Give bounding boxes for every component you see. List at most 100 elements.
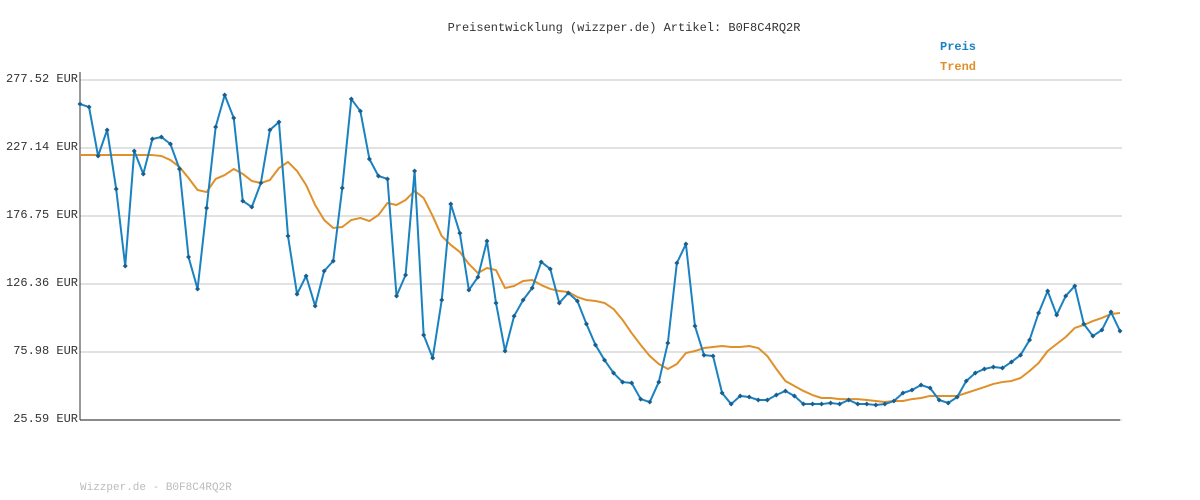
legend-label: Preis xyxy=(940,40,976,54)
point-marker xyxy=(1099,327,1105,333)
point-marker xyxy=(1054,312,1060,318)
point-marker xyxy=(249,204,255,210)
point-marker xyxy=(710,353,716,359)
point-marker xyxy=(656,379,662,385)
point-marker xyxy=(213,124,219,130)
point-marker xyxy=(86,104,92,110)
y-tick-label: 25.59 EUR xyxy=(13,412,78,426)
point-marker xyxy=(800,401,806,407)
point-marker xyxy=(927,385,933,391)
point-marker xyxy=(285,233,291,239)
point-marker xyxy=(140,171,146,177)
point-marker xyxy=(728,401,734,407)
point-marker xyxy=(1090,333,1096,339)
point-marker xyxy=(909,387,915,393)
point-marker xyxy=(195,286,201,292)
point-marker xyxy=(394,293,400,299)
point-marker xyxy=(1063,293,1069,299)
point-marker xyxy=(583,321,589,327)
point-marker xyxy=(167,141,173,147)
point-marker xyxy=(773,392,779,398)
point-marker xyxy=(95,153,101,159)
point-marker xyxy=(538,259,544,265)
point-marker xyxy=(891,398,897,404)
point-marker xyxy=(611,370,617,376)
point-marker xyxy=(602,357,608,363)
point-marker xyxy=(186,254,192,260)
point-marker xyxy=(565,290,571,296)
line-1 xyxy=(80,154,1121,404)
point-marker xyxy=(692,323,698,329)
y-tick-label: 277.52 EUR xyxy=(6,72,78,86)
point-marker xyxy=(556,300,562,306)
point-marker xyxy=(520,297,526,303)
point-marker xyxy=(412,168,418,174)
point-marker xyxy=(529,285,535,291)
point-marker xyxy=(945,400,951,406)
point-marker xyxy=(882,401,888,407)
point-marker xyxy=(475,274,481,280)
point-marker xyxy=(873,402,879,408)
chart-title: Preisentwicklung (wizzper.de) Artikel: B… xyxy=(448,21,801,35)
point-marker xyxy=(312,303,318,309)
point-marker xyxy=(864,401,870,407)
y-tick-label: 126.36 EUR xyxy=(6,276,78,290)
point-marker xyxy=(819,401,825,407)
point-marker xyxy=(1108,309,1114,315)
point-marker xyxy=(1027,337,1033,343)
point-marker xyxy=(240,198,246,204)
point-marker xyxy=(647,399,653,405)
point-marker xyxy=(421,332,427,338)
point-marker xyxy=(674,260,680,266)
point-marker xyxy=(448,201,454,207)
point-marker xyxy=(176,166,182,172)
point-marker xyxy=(466,287,472,293)
point-marker xyxy=(131,148,137,154)
point-marker xyxy=(810,401,816,407)
point-marker xyxy=(701,352,707,358)
point-marker xyxy=(746,394,752,400)
point-marker xyxy=(990,364,996,370)
point-marker xyxy=(719,390,725,396)
point-marker xyxy=(77,101,83,107)
point-marker xyxy=(384,176,390,182)
point-marker xyxy=(330,258,336,264)
point-marker xyxy=(592,342,598,348)
point-marker xyxy=(222,92,228,98)
point-marker xyxy=(1008,359,1014,365)
point-marker xyxy=(791,393,797,399)
point-marker xyxy=(348,96,354,102)
point-marker xyxy=(683,241,689,247)
point-marker xyxy=(294,291,300,297)
point-marker xyxy=(782,388,788,394)
point-marker xyxy=(267,127,273,133)
point-marker xyxy=(547,266,553,272)
point-marker xyxy=(276,119,282,125)
point-marker xyxy=(303,273,309,279)
point-marker xyxy=(439,297,445,303)
point-marker xyxy=(231,115,237,121)
point-marker xyxy=(258,180,264,186)
y-tick-label: 227.14 EUR xyxy=(6,140,78,154)
point-marker xyxy=(158,134,164,140)
point-marker xyxy=(574,298,580,304)
point-marker xyxy=(1018,352,1024,358)
point-marker xyxy=(936,397,942,403)
point-marker xyxy=(918,382,924,388)
point-marker xyxy=(1117,328,1123,334)
point-marker xyxy=(1045,288,1051,294)
point-marker xyxy=(954,394,960,400)
point-marker xyxy=(963,378,969,384)
point-marker xyxy=(122,263,128,269)
point-marker xyxy=(981,366,987,372)
point-marker xyxy=(339,185,345,191)
point-marker xyxy=(620,379,626,385)
point-marker xyxy=(502,348,508,354)
point-marker xyxy=(357,108,363,114)
point-marker xyxy=(764,397,770,403)
point-marker xyxy=(638,396,644,402)
y-tick-label: 176.75 EUR xyxy=(6,208,78,222)
point-marker xyxy=(484,238,490,244)
